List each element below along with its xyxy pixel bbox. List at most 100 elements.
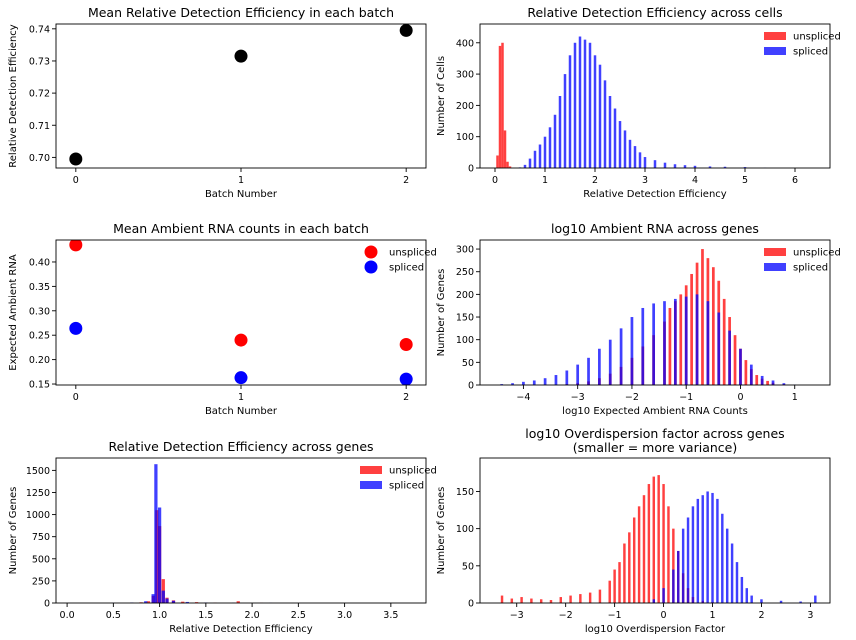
- histogram-bar: [565, 370, 569, 385]
- x-tick-label: 2: [403, 392, 409, 403]
- histogram-bar: [711, 492, 714, 603]
- x-axis-label: log10 Expected Ambient RNA Counts: [562, 406, 748, 417]
- y-tick-label: 0.20: [29, 355, 50, 366]
- legend-label: spliced: [389, 263, 424, 274]
- histogram-bar: [538, 144, 542, 168]
- y-tick-label: 500: [32, 554, 50, 565]
- histogram-bar: [553, 114, 557, 168]
- histogram-bar: [730, 543, 734, 603]
- histogram-bar: [641, 307, 645, 385]
- histogram-bar: [569, 595, 572, 603]
- x-tick-label: 3: [807, 610, 813, 621]
- x-tick-label: 5: [742, 175, 748, 186]
- histogram-bar: [633, 146, 637, 168]
- chart-1: 0 1 2 0.70 0.71 0.72 0.73 0.74 Batch Number Relat…: [8, 5, 427, 200]
- histogram-bar: [782, 383, 786, 385]
- series-spliced: [69, 321, 413, 385]
- y-tick-label: 0.40: [29, 257, 50, 268]
- x-tick-label: −2: [625, 392, 639, 403]
- series-spliced: [652, 491, 817, 603]
- histogram-bar: [711, 267, 715, 385]
- x-tick-label: 0: [73, 392, 79, 403]
- histogram-bar: [151, 594, 155, 603]
- x-tick-label: 1.0: [152, 610, 167, 621]
- histogram-bar: [533, 150, 537, 168]
- legend-label: unspliced: [389, 248, 437, 259]
- histogram-bar: [501, 42, 504, 168]
- histogram-bar: [161, 590, 165, 603]
- histogram-bar: [755, 375, 759, 385]
- y-tick-label: 100: [456, 132, 474, 143]
- histogram-bar: [522, 381, 525, 385]
- y-tick-label: 0.15: [29, 380, 50, 391]
- histogram-bar: [506, 161, 509, 168]
- histogram-bar: [613, 108, 617, 168]
- x-tick-label: 0.5: [106, 610, 121, 621]
- y-tick-label: 0.73: [29, 56, 50, 67]
- y-tick-label: 250: [456, 267, 474, 278]
- histogram-bar: [532, 380, 536, 385]
- histogram-bar: [672, 569, 675, 603]
- y-axis-label: Number of Genes: [8, 487, 19, 575]
- data-point: [399, 337, 413, 351]
- histogram-bar: [684, 296, 688, 385]
- legend-swatch: [360, 466, 382, 474]
- x-tick-label: 0: [492, 175, 498, 186]
- y-axis-label: Number of Genes: [436, 487, 447, 575]
- y-tick-label: 750: [32, 532, 50, 543]
- legend-swatch: [764, 32, 786, 40]
- series-unspliced: [500, 475, 714, 603]
- histogram-bar: [695, 294, 699, 385]
- y-axis-label: Relative Detection Efficiency: [8, 24, 19, 168]
- x-tick-label: 1: [792, 392, 798, 403]
- histogram-bar: [608, 339, 612, 385]
- legend-marker: [364, 260, 378, 274]
- data-point: [399, 372, 413, 385]
- histogram-bar: [623, 543, 626, 603]
- histogram-bar: [563, 74, 567, 168]
- x-tick-label: −2: [559, 610, 573, 621]
- histogram-bar: [171, 600, 176, 603]
- chart-4: −4 −3 −2 −1 0 1 0 50 100 150 200 250 300 log10 Expect…: [436, 221, 841, 417]
- series-spliced: [500, 294, 797, 385]
- y-tick-label: 1500: [26, 466, 50, 477]
- y-axis-label: Expected Ambient RNA: [8, 254, 19, 371]
- histogram-bar: [716, 498, 719, 603]
- histogram-bar: [750, 595, 753, 603]
- histogram-bar: [766, 380, 769, 385]
- histogram-bar: [573, 42, 577, 168]
- chart-marks: [69, 240, 413, 385]
- y-tick-label: 250: [32, 576, 50, 587]
- histogram-bar: [603, 80, 607, 168]
- x-tick-label: 2: [758, 610, 764, 621]
- histogram-bar: [568, 55, 572, 168]
- histogram-bar: [691, 506, 695, 603]
- histogram-bar: [543, 136, 547, 168]
- series-spliced: [111, 464, 273, 603]
- y-axis-label: Number of Genes: [436, 269, 447, 357]
- histogram-bar: [579, 594, 582, 603]
- data-point: [69, 152, 83, 166]
- chart-title: log10 Ambient RNA across genes: [551, 221, 759, 236]
- histogram-bar: [510, 598, 514, 603]
- histogram-bar: [496, 155, 499, 168]
- x-axis-label: Relative Detection Efficiency: [169, 624, 313, 635]
- y-tick-label: 0.30: [29, 306, 50, 317]
- axes-frame: [55, 23, 427, 169]
- histogram-bar: [554, 375, 558, 385]
- histogram-bar: [708, 166, 712, 168]
- histogram-bar: [618, 121, 622, 168]
- histogram-bar: [588, 592, 592, 603]
- x-tick-label: −4: [516, 392, 530, 403]
- legend-label: spliced: [793, 263, 828, 274]
- x-axis-label: Batch Number: [205, 189, 278, 200]
- y-tick-label: 0.25: [29, 331, 50, 342]
- histogram-bar: [548, 127, 552, 168]
- chart-title: Relative Detection Efficiency across gen…: [108, 439, 373, 454]
- y-tick-label: 0: [44, 599, 50, 610]
- x-tick-label: 6: [792, 175, 798, 186]
- x-tick-label: 3.5: [383, 610, 398, 621]
- x-tick-label: 1: [238, 392, 244, 403]
- histogram-bar: [728, 330, 731, 385]
